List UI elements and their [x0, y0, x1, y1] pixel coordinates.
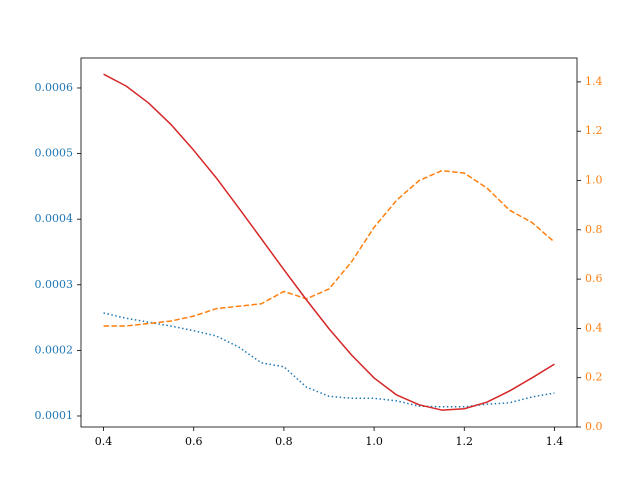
y-tick-label: 0.0002 [35, 343, 74, 356]
y2-tick-label: 0.8 [585, 223, 603, 236]
y-tick-label: 0.0005 [35, 147, 74, 160]
y-tick-label: 0.0006 [35, 81, 74, 94]
y-tick-label: 0.0001 [35, 409, 74, 422]
plot-frame [80, 57, 578, 428]
y2-tick-label: 0.6 [585, 272, 603, 285]
y2-tick-label: 0.2 [585, 371, 603, 384]
y2-tick-label: 0.0 [585, 420, 603, 433]
x-tick-label: 1.2 [456, 435, 474, 448]
y2-tick-label: 1.2 [585, 124, 603, 137]
x-tick-label: 0.4 [95, 435, 113, 448]
y-tick-label: 0.0004 [35, 212, 74, 225]
y2-tick-label: 1.0 [585, 174, 603, 187]
x-tick-label: 1.4 [546, 435, 564, 448]
x-tick-label: 0.8 [275, 435, 293, 448]
y2-tick-label: 1.4 [585, 75, 603, 88]
y2-tick-label: 0.4 [585, 321, 603, 334]
x-tick-label: 0.6 [185, 435, 203, 448]
data-line [103, 169, 555, 327]
x-tick-label: 1.0 [365, 435, 383, 448]
data-line [103, 73, 555, 411]
y-tick-label: 0.0003 [35, 278, 74, 291]
